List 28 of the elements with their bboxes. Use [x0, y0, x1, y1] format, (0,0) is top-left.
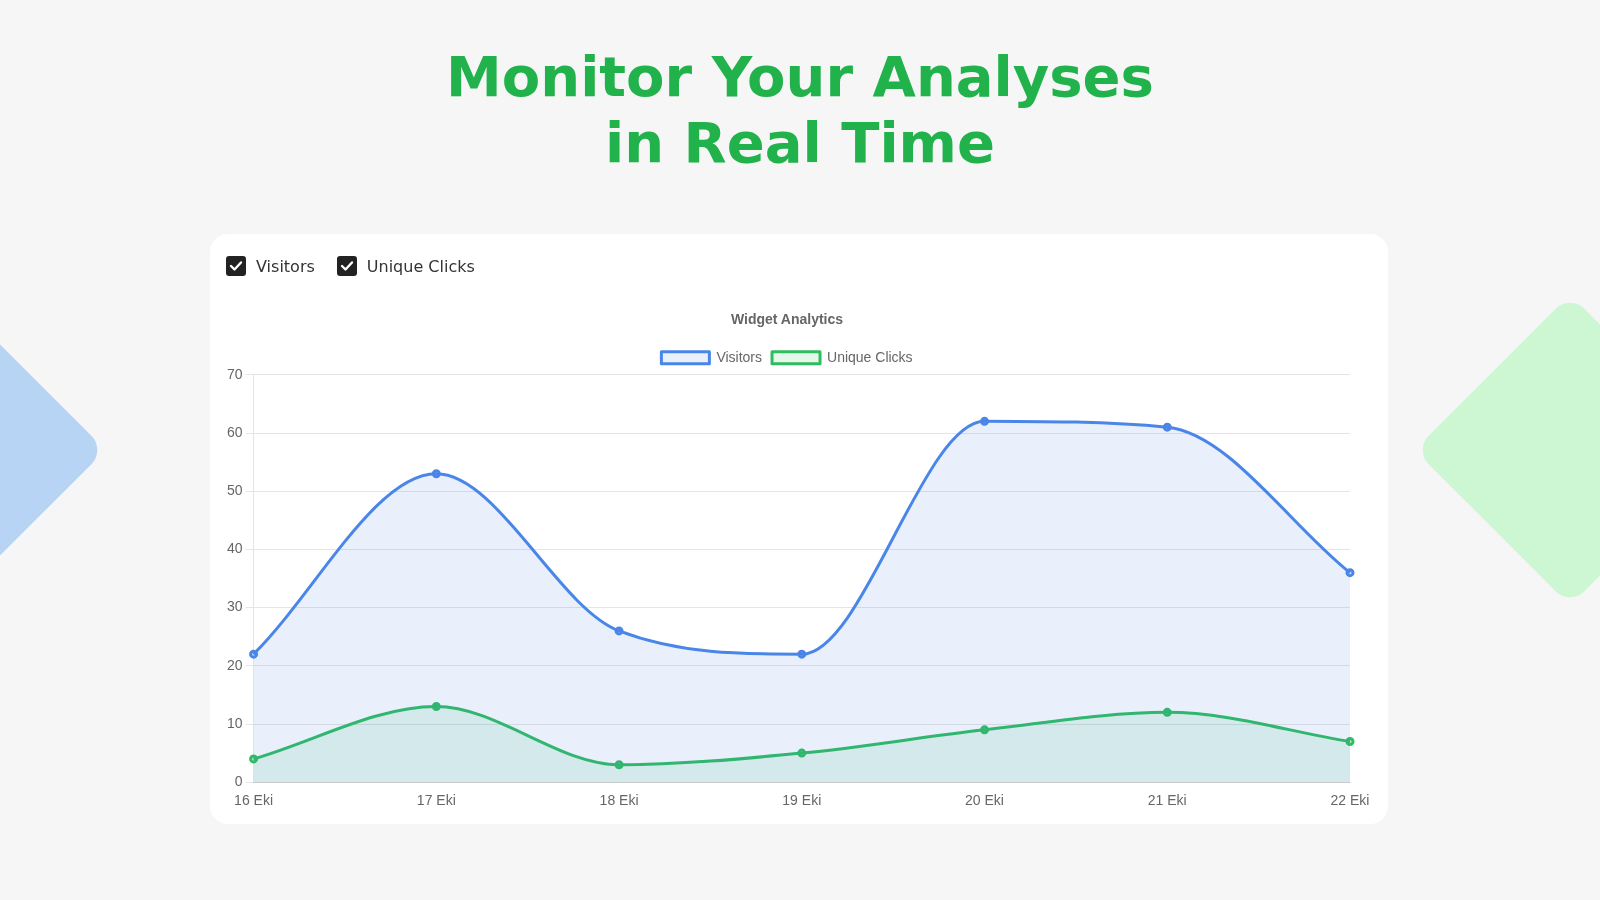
x-tick-label: 21 Eki [1147, 792, 1187, 809]
point [249, 649, 259, 659]
x-tick-label: 20 Eki [965, 792, 1004, 809]
point [431, 469, 441, 479]
x-tick-label: 18 Eki [599, 792, 639, 809]
x-tick-label: 16 Eki [234, 792, 274, 809]
point [1162, 422, 1172, 432]
x-tick-label: 22 Eki [1330, 792, 1370, 809]
point [980, 416, 990, 426]
y-tick-label: 0 [234, 773, 243, 790]
x-tick-label: 17 Eki [416, 792, 456, 809]
legend-label: Unique Clicks [827, 348, 913, 365]
x-tick-label: 19 Eki [782, 792, 822, 809]
legend-label: Visitors [716, 348, 763, 365]
y-tick-label: 40 [226, 540, 243, 557]
point [1345, 568, 1355, 578]
chart-subtitle: Widget Analytics [730, 311, 844, 328]
y-tick-label: 60 [226, 423, 243, 440]
point [797, 649, 807, 659]
point [614, 626, 624, 636]
y-tick-label: 70 [226, 365, 243, 382]
text: Visitors [256, 256, 315, 276]
chart-title: Monitor Your Analyses in Real Time [445, 44, 1155, 176]
y-tick-label: 20 [226, 656, 243, 673]
y-tick-label: 50 [226, 482, 243, 499]
y-tick-label: 30 [226, 598, 243, 615]
y-tick-label: 10 [226, 714, 243, 731]
text: Unique Clicks [366, 256, 475, 276]
